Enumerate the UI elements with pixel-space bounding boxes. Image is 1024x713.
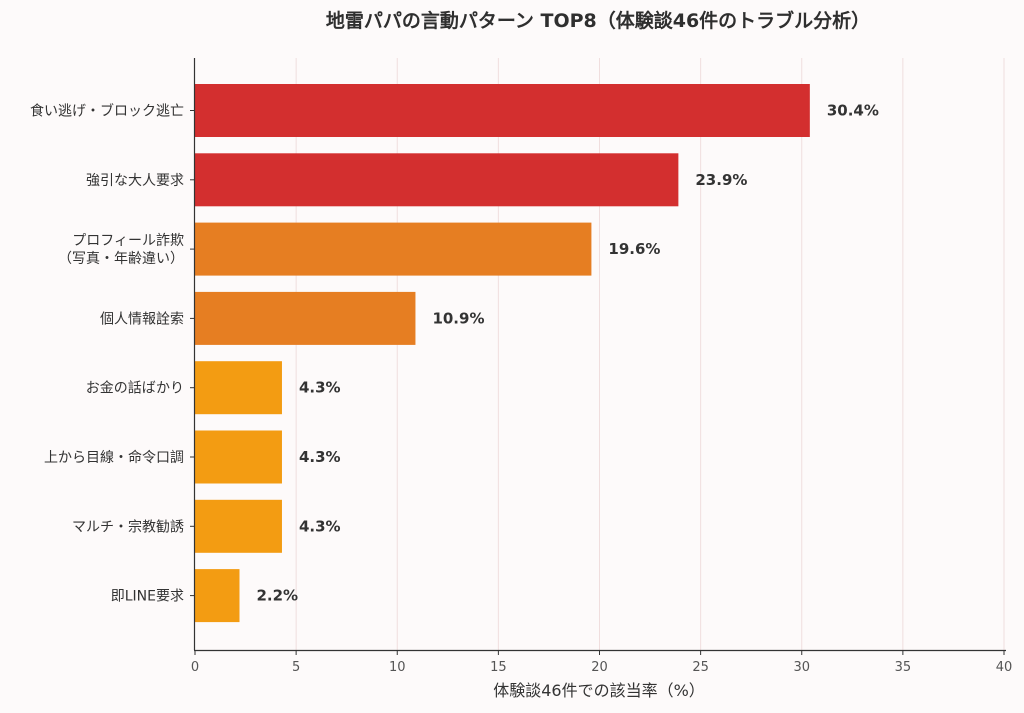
category-label: マルチ・宗教勧誘 — [72, 518, 184, 535]
category-label: 強引な大人要求 — [86, 173, 184, 189]
bar — [195, 291, 416, 345]
value-label: 2.2% — [256, 587, 298, 605]
category-label: お金の話ばかり — [86, 380, 184, 397]
x-tick-label: 20 — [591, 660, 608, 675]
bar — [195, 499, 282, 553]
category-label: （写真・年齢違い） — [58, 251, 184, 267]
x-tick-label: 35 — [895, 660, 912, 675]
chart-title: 地雷パパの言動パターン TOP8（体験談46件のトラブル分析） — [326, 9, 870, 32]
bar — [195, 153, 679, 207]
value-label: 30.4% — [827, 102, 879, 120]
x-tick-label: 25 — [692, 660, 709, 675]
x-tick-label: 15 — [490, 660, 507, 675]
value-label: 4.3% — [299, 448, 341, 466]
x-axis-title: 体験談46件での該当率（%） — [493, 681, 705, 700]
bars — [195, 84, 810, 623]
bar — [195, 430, 282, 484]
category-label: 即LINE要求 — [111, 589, 184, 605]
gridlines — [295, 58, 1005, 650]
x-tick-label: 10 — [389, 660, 406, 675]
x-tick-label: 0 — [191, 660, 199, 675]
bar — [195, 569, 240, 623]
value-label: 23.9% — [695, 171, 747, 189]
category-label: 個人情報詮索 — [100, 310, 184, 327]
x-tick-label: 30 — [793, 660, 810, 675]
category-label: 上から目線・命令口調 — [44, 449, 184, 466]
value-labels: 30.4% 23.9% 19.6% 10.9% 4.3% 4.3% 4.3% 2.2% — [256, 102, 878, 605]
x-tick-label: 5 — [292, 660, 300, 675]
x-tick-label: 40 — [996, 660, 1013, 675]
x-ticks: 0 5 10 15 20 25 30 35 40 — [191, 650, 1012, 675]
bar — [195, 84, 810, 137]
value-label: 4.3% — [299, 517, 341, 535]
bar — [195, 361, 282, 415]
value-label: 10.9% — [432, 309, 484, 327]
value-label: 19.6% — [608, 240, 660, 258]
value-label: 4.3% — [299, 379, 341, 397]
category-label: プロフィール詐欺 — [72, 233, 184, 249]
bar — [195, 222, 592, 276]
category-label: 食い逃げ・ブロック逃亡 — [30, 103, 184, 120]
